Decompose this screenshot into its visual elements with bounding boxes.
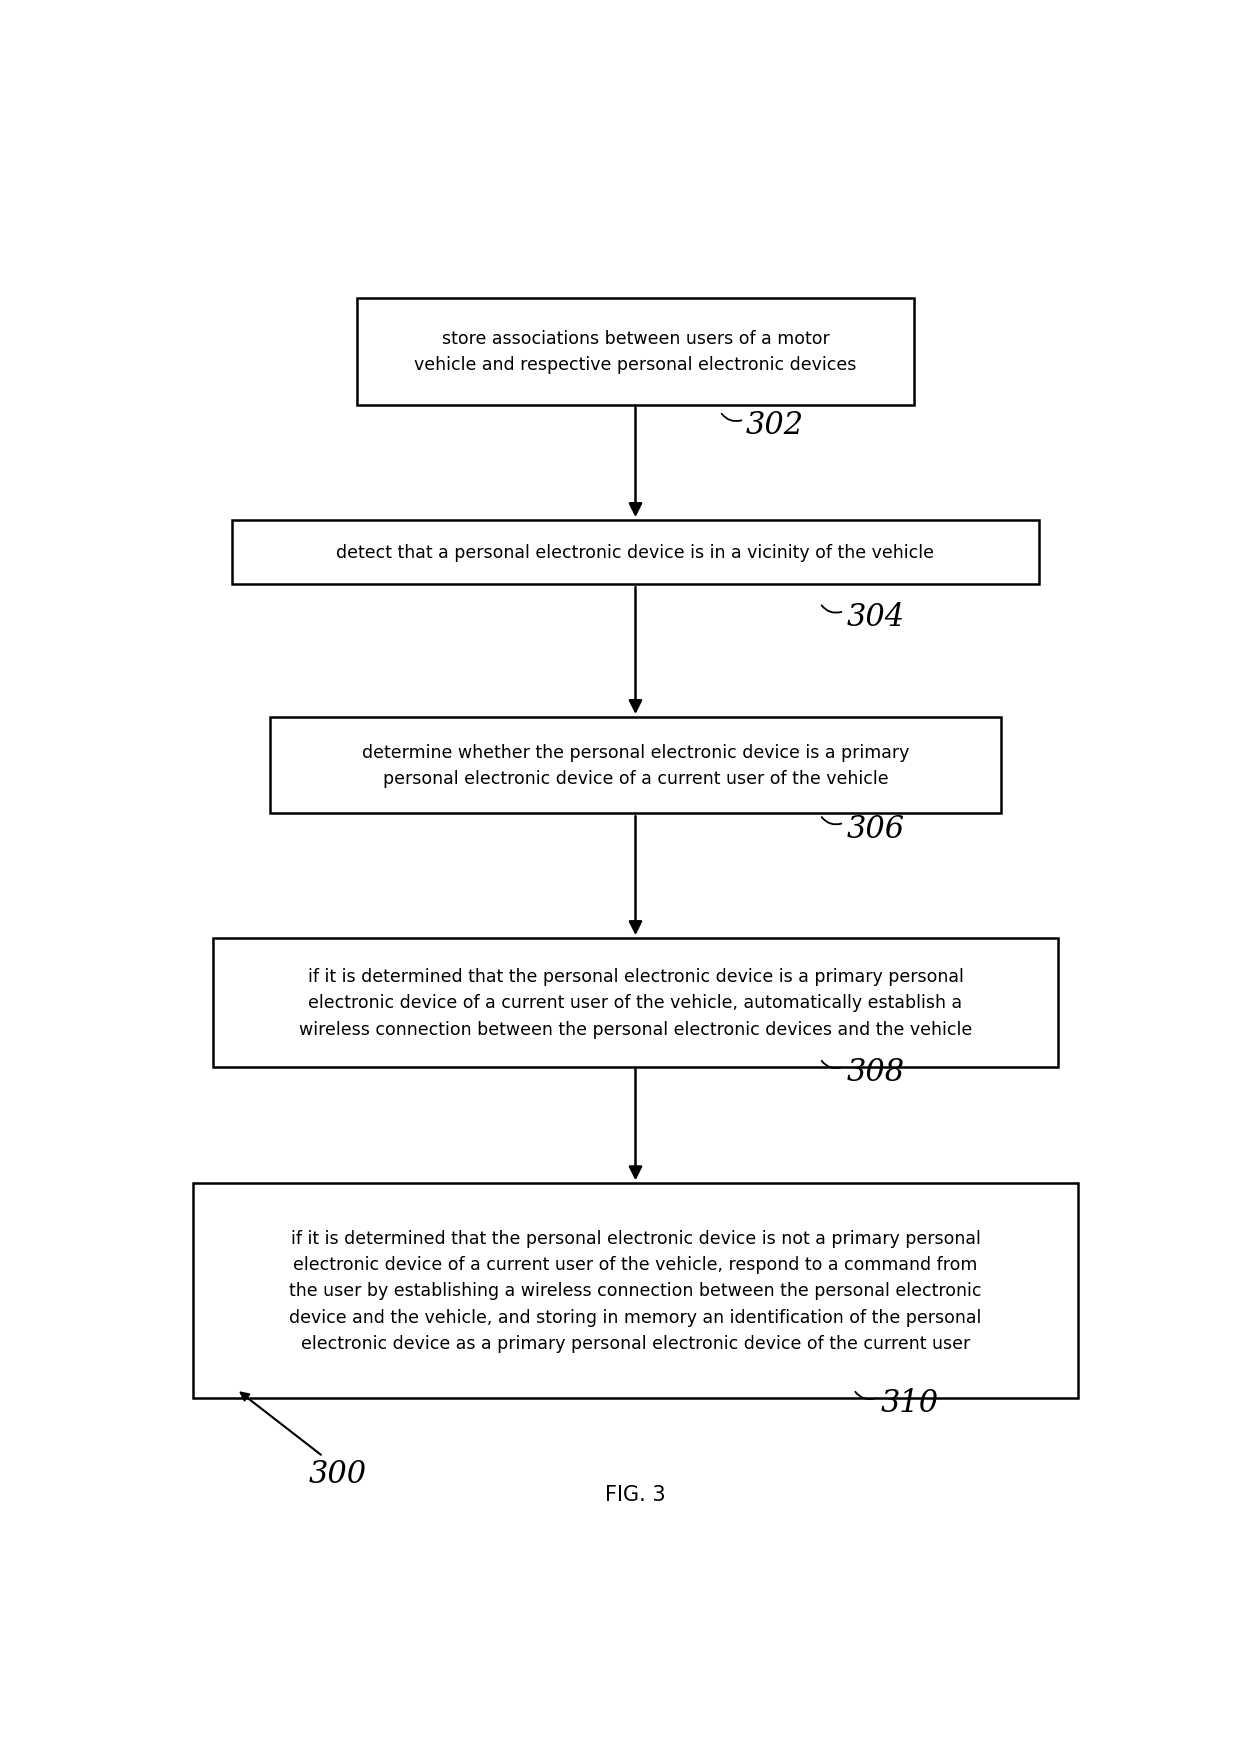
Text: detect that a personal electronic device is in a vicinity of the vehicle: detect that a personal electronic device… [336, 544, 935, 562]
Text: 310: 310 [880, 1388, 939, 1419]
Text: 304: 304 [847, 602, 905, 633]
Text: if it is determined that the personal electronic device is a primary personal
el: if it is determined that the personal el… [299, 967, 972, 1038]
Text: if it is determined that the personal electronic device is not a primary persona: if it is determined that the personal el… [289, 1229, 982, 1353]
Text: determine whether the personal electronic device is a primary
personal electroni: determine whether the personal electroni… [362, 744, 909, 788]
FancyBboxPatch shape [232, 520, 1039, 584]
Text: 302: 302 [746, 410, 804, 442]
FancyBboxPatch shape [357, 299, 914, 405]
FancyBboxPatch shape [213, 939, 1058, 1068]
FancyBboxPatch shape [270, 718, 1001, 814]
FancyBboxPatch shape [193, 1184, 1078, 1398]
Text: 306: 306 [847, 814, 905, 843]
Text: 308: 308 [847, 1057, 905, 1089]
Text: FIG. 3: FIG. 3 [605, 1483, 666, 1504]
Text: store associations between users of a motor
vehicle and respective personal elec: store associations between users of a mo… [414, 330, 857, 374]
Text: 300: 300 [309, 1459, 367, 1490]
